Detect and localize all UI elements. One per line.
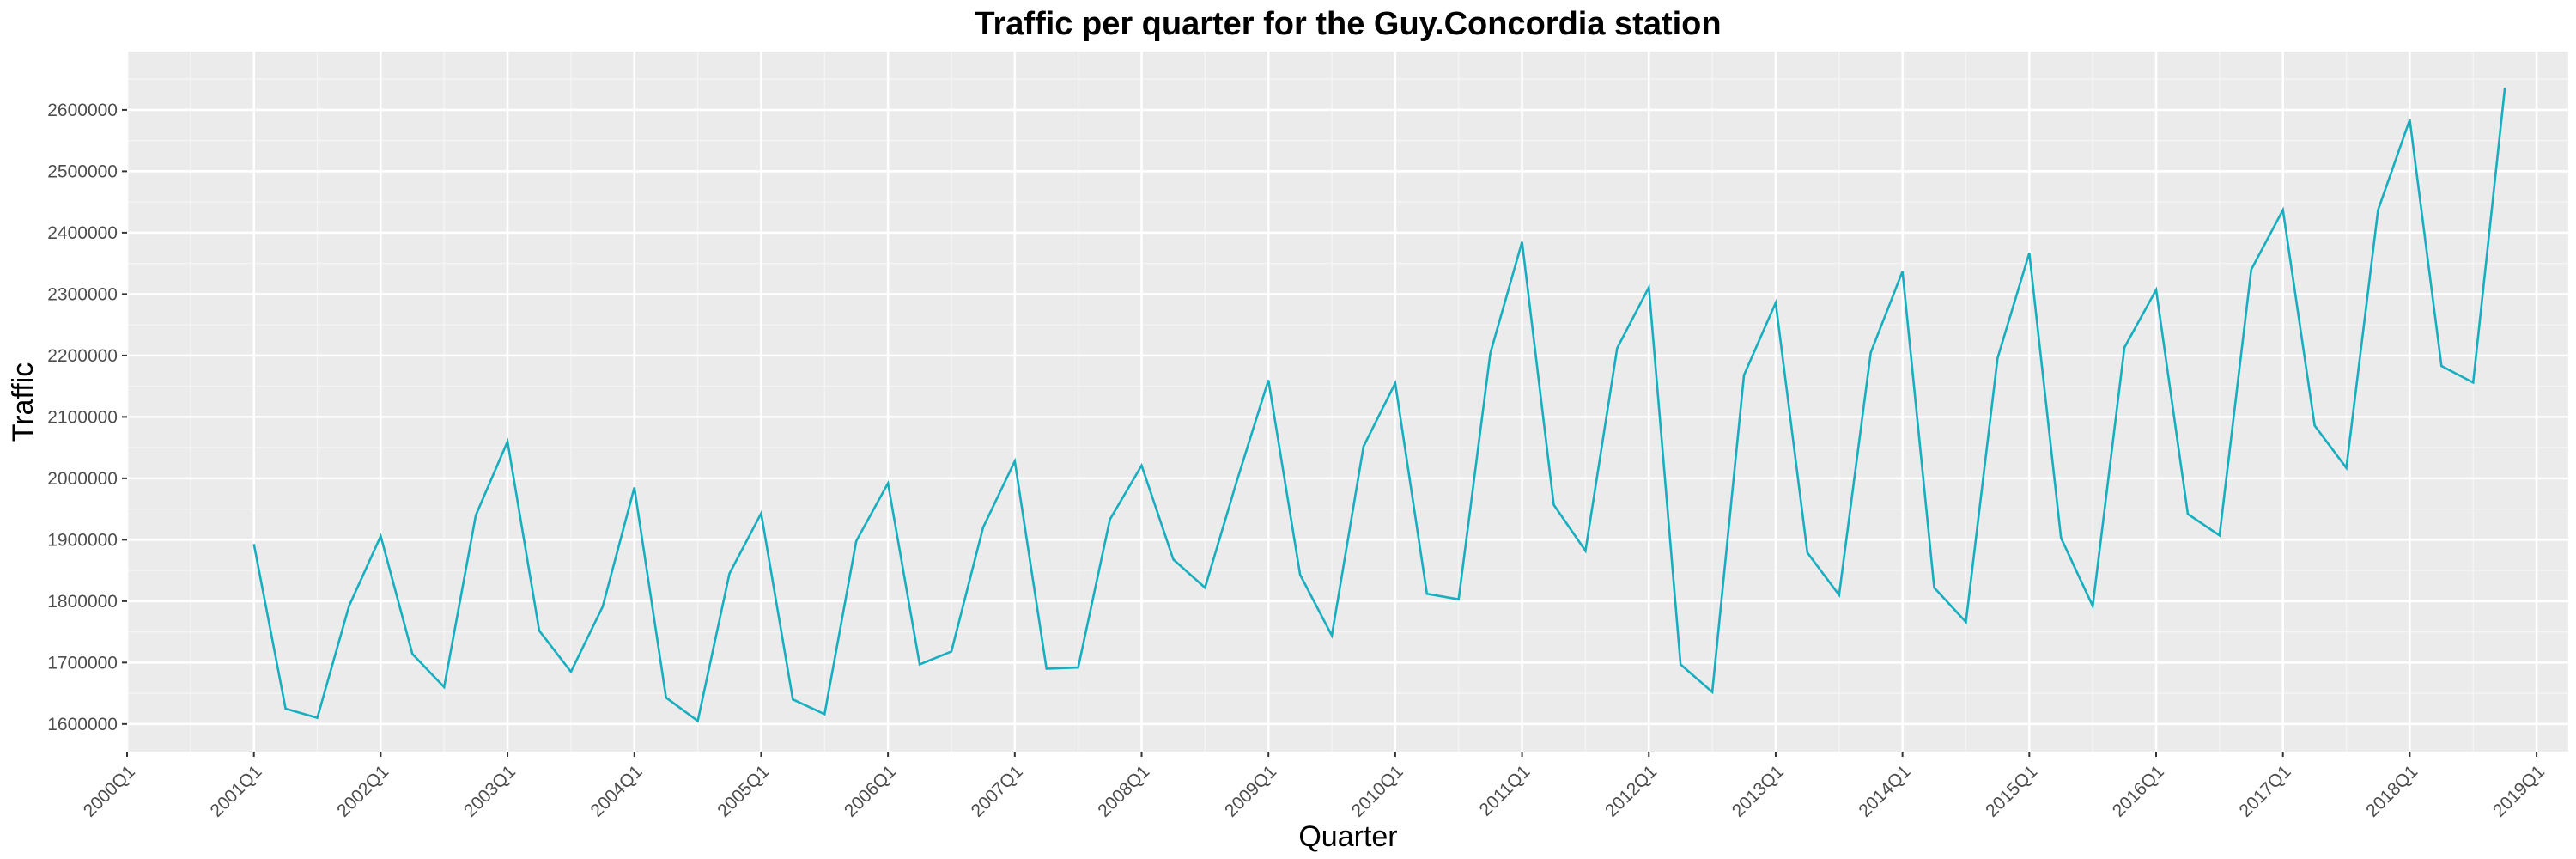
y-axis-title: Traffic	[7, 362, 39, 442]
y-tick-label: 2100000	[47, 407, 118, 427]
x-tick-label: 2007Q1	[968, 762, 1027, 821]
y-tick-label: 1800000	[47, 592, 118, 612]
x-tick-label: 2011Q1	[1475, 762, 1534, 820]
x-tick-label: 2002Q1	[333, 762, 392, 821]
x-tick-label: 2013Q1	[1728, 762, 1788, 821]
x-tick-label: 2003Q1	[460, 762, 519, 821]
plot-panel	[127, 52, 2568, 752]
x-tick-label: 2019Q1	[2489, 762, 2549, 821]
x-axis-title: Quarter	[1298, 820, 1397, 853]
x-tick-label: 2016Q1	[2109, 762, 2168, 821]
x-tick-label: 2008Q1	[1094, 762, 1153, 821]
x-tick-label: 2012Q1	[1601, 762, 1661, 821]
y-axis: 1600000 1700000 1800000 1900000 2000000 21000…	[47, 101, 127, 734]
y-tick-label: 2300000	[47, 284, 118, 304]
chart-title: Traffic per quarter for the Guy.Concordi…	[975, 6, 1721, 42]
x-tick-label: 2006Q1	[841, 762, 900, 821]
x-tick-label: 2000Q1	[80, 762, 139, 821]
y-tick-label: 2600000	[47, 101, 118, 120]
x-axis: 2000Q1 2001Q1 2002Q1 2003Q1 2004Q1 2005Q1 2006…	[80, 752, 2549, 821]
x-tick-label: 2010Q1	[1348, 762, 1407, 821]
y-tick-label: 2500000	[47, 161, 118, 181]
minor-gridlines	[127, 52, 2568, 752]
x-tick-label: 2017Q1	[2236, 762, 2295, 821]
y-tick-label: 1700000	[47, 653, 118, 673]
x-tick-label: 2005Q1	[714, 762, 773, 821]
x-tick-label: 2018Q1	[2362, 762, 2421, 821]
x-tick-label: 2015Q1	[1982, 762, 2041, 821]
x-tick-label: 2014Q1	[1855, 762, 1914, 821]
y-tick-label: 1600000	[47, 715, 118, 734]
y-tick-label: 2200000	[47, 346, 118, 366]
y-tick-label: 1900000	[47, 530, 118, 550]
major-gridlines	[125, 52, 2568, 752]
x-tick-label: 2009Q1	[1221, 762, 1280, 821]
x-tick-label: 2001Q1	[207, 762, 266, 821]
traffic-series-line	[252, 88, 2506, 723]
y-tick-label: 2400000	[47, 223, 118, 243]
x-tick-label: 2004Q1	[587, 762, 647, 821]
y-tick-label: 2000000	[47, 469, 118, 489]
